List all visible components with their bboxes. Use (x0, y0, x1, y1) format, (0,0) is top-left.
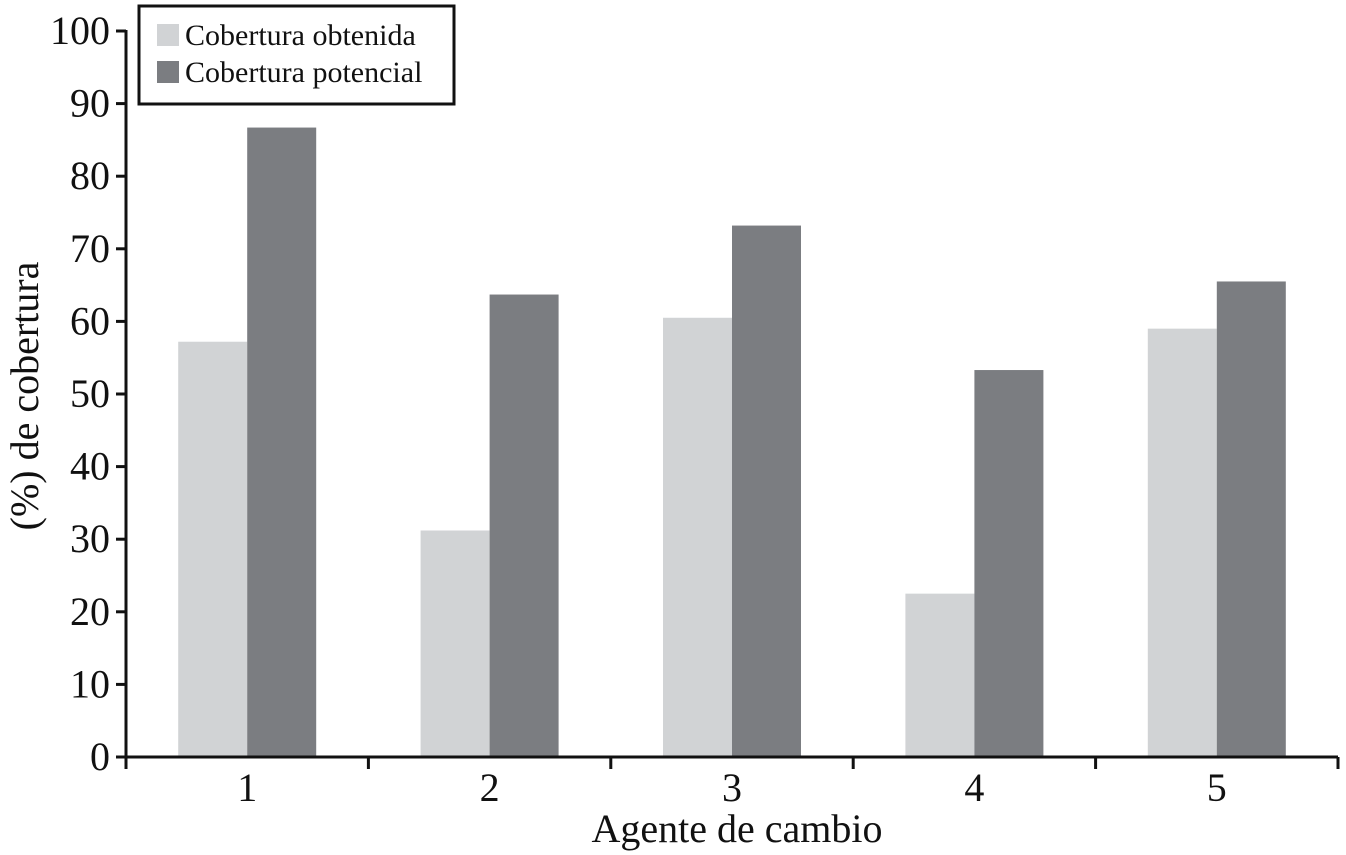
x-tick-label-4: 4 (964, 765, 984, 810)
x-tick-label-2: 2 (480, 765, 500, 810)
x-tick-label-3: 3 (722, 765, 742, 810)
y-tick-label-80: 80 (70, 153, 110, 198)
x-axis-title: Agente de cambio (592, 806, 883, 851)
y-tick-label-90: 90 (70, 81, 110, 126)
y-tick-label-60: 60 (70, 298, 110, 343)
y-tick-label-40: 40 (70, 444, 110, 489)
legend-box (137, 4, 456, 106)
bar-potencial-2 (489, 294, 559, 757)
bars-group (178, 127, 1286, 758)
bar-obtenida-4 (905, 593, 975, 757)
bar-potencial-3 (732, 225, 801, 757)
legend: Cobertura obtenida Cobertura potencial (137, 4, 456, 106)
bar-obtenida-1 (178, 341, 248, 757)
bar-obtenida-2 (420, 530, 490, 757)
y-axis-title: (%) de cobertura (2, 261, 47, 530)
x-axis: 1 2 3 4 5 (124, 755, 1340, 810)
y-tick-label-10: 10 (70, 661, 110, 706)
legend-swatch-obtenida (157, 24, 179, 46)
legend-label-obtenida: Cobertura obtenida (185, 19, 416, 52)
x-tick-label-5: 5 (1207, 765, 1227, 810)
y-axis: 0 10 20 30 40 50 60 70 80 90 100 (50, 8, 128, 779)
bar-potencial-5 (1216, 281, 1286, 757)
bar-potencial-1 (247, 127, 317, 758)
y-tick-label-30: 30 (70, 516, 110, 561)
x-tick-label-1: 1 (237, 765, 257, 810)
y-tick-label-20: 20 (70, 589, 110, 634)
bar-potencial-4 (974, 370, 1044, 757)
legend-label-potencial: Cobertura potencial (185, 56, 422, 89)
y-tick-label-100: 100 (50, 8, 110, 53)
bar-obtenida-3 (663, 317, 732, 757)
y-tick-label-70: 70 (70, 226, 110, 271)
y-tick-label-0: 0 (90, 734, 110, 779)
y-tick-label-50: 50 (70, 371, 110, 416)
legend-swatch-potencial (157, 61, 179, 83)
bar-obtenida-5 (1147, 328, 1217, 757)
